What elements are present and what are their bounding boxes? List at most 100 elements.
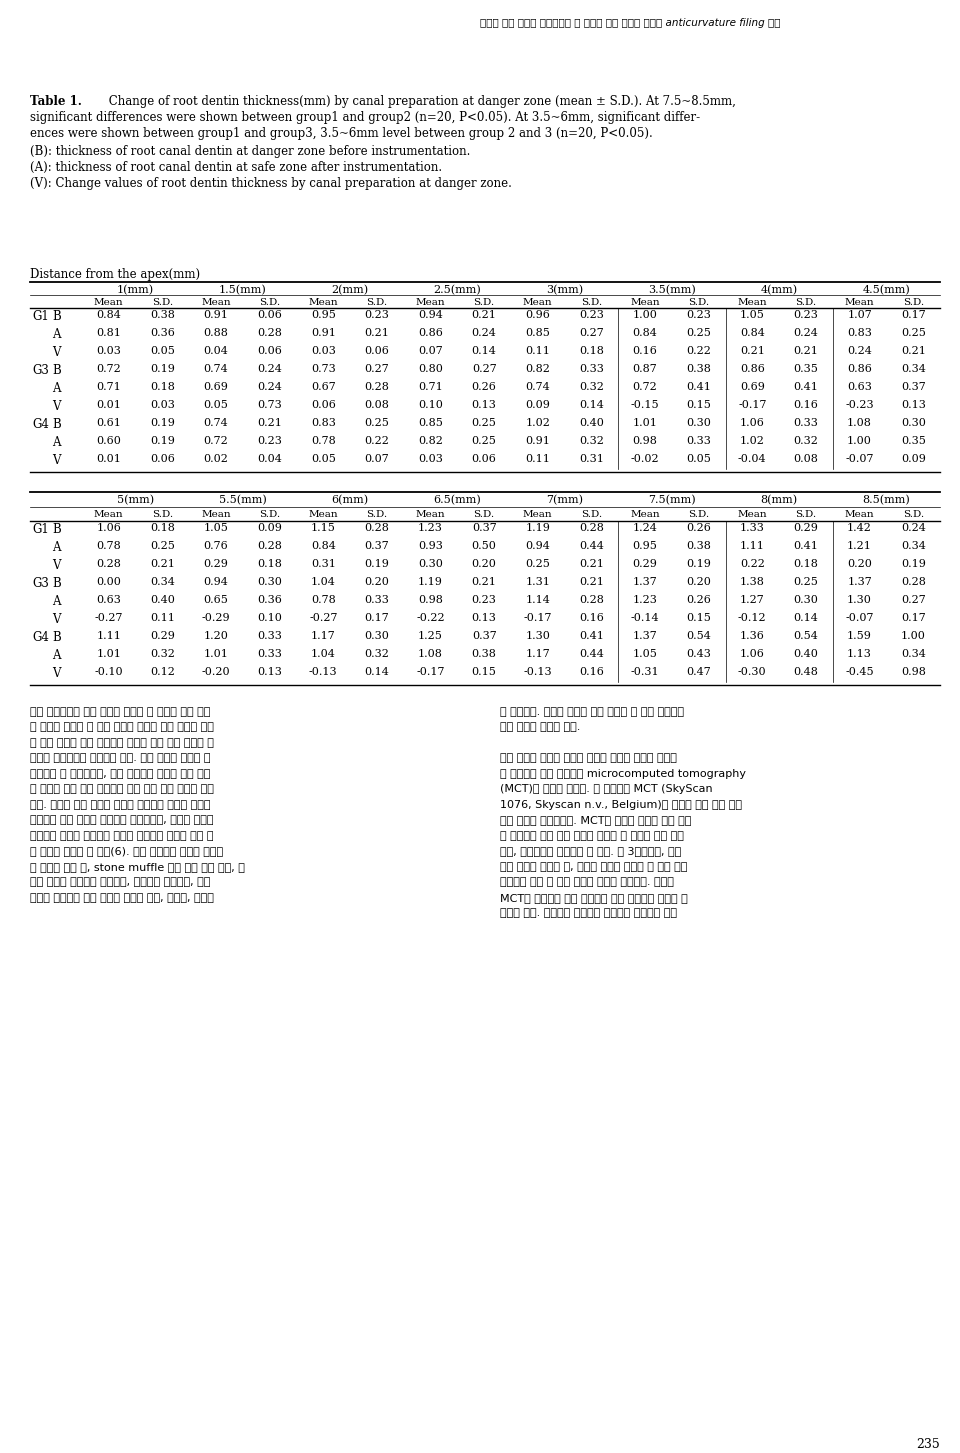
Text: G4: G4	[32, 631, 49, 644]
Text: 0.80: 0.80	[419, 365, 443, 373]
Text: 0.16: 0.16	[794, 400, 818, 410]
Text: 0.96: 0.96	[525, 309, 550, 320]
Text: 1.02: 1.02	[740, 436, 765, 446]
Text: 6(mm): 6(mm)	[331, 495, 369, 506]
Text: 0.23: 0.23	[794, 309, 818, 320]
Text: 0.85: 0.85	[525, 328, 550, 339]
Text: 0.13: 0.13	[471, 400, 496, 410]
Text: 0.06: 0.06	[150, 453, 175, 464]
Text: 0.06: 0.06	[257, 346, 282, 356]
Text: 0.25: 0.25	[794, 577, 818, 587]
Text: B: B	[52, 523, 60, 536]
Text: A: A	[52, 649, 60, 663]
Text: V: V	[52, 667, 60, 680]
Text: 가 감소한다. 따라서 슬전에 미리 결정한 몇 면만 한정해서: 가 감소한다. 따라서 슬전에 미리 결정한 몇 면만 한정해서	[500, 708, 684, 716]
Text: 0.86: 0.86	[419, 328, 443, 339]
Text: 0.31: 0.31	[579, 453, 604, 464]
Text: 0.41: 0.41	[579, 631, 604, 641]
Text: 1.17: 1.17	[311, 631, 336, 641]
Text: (B): thickness of root canal dentin at danger zone before instrumentation.: (B): thickness of root canal dentin at d…	[30, 145, 470, 158]
Text: 0.06: 0.06	[471, 453, 496, 464]
Text: Mean: Mean	[737, 510, 767, 519]
Text: G1: G1	[32, 523, 49, 536]
Text: 0.18: 0.18	[150, 382, 175, 392]
Text: V: V	[52, 400, 60, 413]
Text: 0.88: 0.88	[204, 328, 228, 339]
Text: 삭제날에 달라 붙어서 삭제력을 감소시키며, 기구의 운동을: 삭제날에 달라 붙어서 삭제력을 감소시키며, 기구의 운동을	[30, 815, 213, 825]
Text: 1.30: 1.30	[847, 594, 872, 604]
Text: 0.17: 0.17	[900, 309, 925, 320]
Text: 0.14: 0.14	[365, 667, 390, 677]
Text: S.D.: S.D.	[152, 510, 173, 519]
Text: S.D.: S.D.	[259, 298, 280, 307]
Text: 성형 전후의 치아의 내, 외부와 관련된 신뢰할 수 있는 양적: 성형 전후의 치아의 내, 외부와 관련된 신뢰할 수 있는 양적	[500, 862, 687, 872]
Text: 0.33: 0.33	[579, 365, 604, 373]
Text: 0.07: 0.07	[365, 453, 390, 464]
Text: -0.15: -0.15	[631, 400, 660, 410]
Text: 0.91: 0.91	[311, 328, 336, 339]
Text: (V): Change values of root dentin thickness by canal preparation at danger zone.: (V): Change values of root dentin thickn…	[30, 177, 512, 190]
Text: S.D.: S.D.	[152, 298, 173, 307]
Text: 1.00: 1.00	[847, 436, 872, 446]
Text: 1.37: 1.37	[633, 631, 658, 641]
Text: G3: G3	[32, 577, 49, 590]
Text: 0.91: 0.91	[204, 309, 228, 320]
Text: S.D.: S.D.	[473, 298, 494, 307]
Text: Mean: Mean	[308, 510, 338, 519]
Text: Table 1.: Table 1.	[30, 94, 82, 108]
Text: Mean: Mean	[523, 510, 553, 519]
Text: 0.06: 0.06	[311, 400, 336, 410]
Text: 0.00: 0.00	[96, 577, 121, 587]
Text: -0.07: -0.07	[846, 613, 874, 623]
Text: 0.28: 0.28	[900, 577, 925, 587]
Text: 1.05: 1.05	[633, 649, 658, 660]
Text: 1.06: 1.06	[96, 523, 121, 533]
Text: S.D.: S.D.	[688, 298, 709, 307]
Text: 0.38: 0.38	[471, 649, 496, 660]
Text: 1.01: 1.01	[204, 649, 228, 660]
Text: 데이터를 얻을 수 있고 정량적 분석도 가능하다. 그러나: 데이터를 얻을 수 있고 정량적 분석도 가능하다. 그러나	[500, 878, 674, 888]
Text: 0.02: 0.02	[204, 453, 228, 464]
Text: G3: G3	[32, 365, 49, 376]
Text: 0.04: 0.04	[257, 453, 282, 464]
Text: 0.38: 0.38	[686, 365, 711, 373]
Text: 1.14: 1.14	[525, 594, 550, 604]
Text: 0.19: 0.19	[150, 436, 175, 446]
Text: 0.05: 0.05	[686, 453, 711, 464]
Text: 0.06: 0.06	[365, 346, 390, 356]
Text: 1.13: 1.13	[847, 649, 872, 660]
Text: Distance from the apex(mm): Distance from the apex(mm)	[30, 267, 200, 280]
Text: 0.94: 0.94	[525, 541, 550, 551]
Text: S.D.: S.D.	[581, 298, 602, 307]
Text: 0.26: 0.26	[471, 382, 496, 392]
Text: 0.32: 0.32	[794, 436, 818, 446]
Text: 0.35: 0.35	[794, 365, 818, 373]
Text: V: V	[52, 453, 60, 466]
Text: 0.84: 0.84	[96, 309, 121, 320]
Text: significant differences were shown between group1 and group2 (n=20, P<0.05). At : significant differences were shown betwe…	[30, 110, 700, 124]
Text: 1.01: 1.01	[96, 649, 121, 660]
Text: Mean: Mean	[308, 298, 338, 307]
Text: 0.30: 0.30	[686, 418, 711, 429]
Text: 0.13: 0.13	[471, 613, 496, 623]
Text: 1.00: 1.00	[900, 631, 925, 641]
Text: S.D.: S.D.	[367, 510, 388, 519]
Text: 0.69: 0.69	[740, 382, 765, 392]
Text: 된다. 이렇게 레진 블록이 연화된 경우에는 레진이 기구의: 된다. 이렇게 레진 블록이 연화된 경우에는 레진이 기구의	[30, 801, 210, 809]
Text: 0.17: 0.17	[900, 613, 925, 623]
Text: V: V	[52, 613, 60, 626]
Text: 0.30: 0.30	[365, 631, 390, 641]
Text: 0.33: 0.33	[257, 631, 282, 641]
Text: 0.78: 0.78	[311, 436, 336, 446]
Text: 0.15: 0.15	[686, 613, 711, 623]
Text: 0.83: 0.83	[311, 418, 336, 429]
Text: 0.34: 0.34	[900, 649, 925, 660]
Text: 0.24: 0.24	[471, 328, 496, 339]
Text: 0.05: 0.05	[311, 453, 336, 464]
Text: -0.12: -0.12	[738, 613, 767, 623]
Text: Mean: Mean	[737, 298, 767, 307]
Text: Mean: Mean	[631, 298, 660, 307]
Text: 0.26: 0.26	[686, 523, 711, 533]
Text: G1: G1	[32, 309, 49, 323]
Text: 0.34: 0.34	[900, 541, 925, 551]
